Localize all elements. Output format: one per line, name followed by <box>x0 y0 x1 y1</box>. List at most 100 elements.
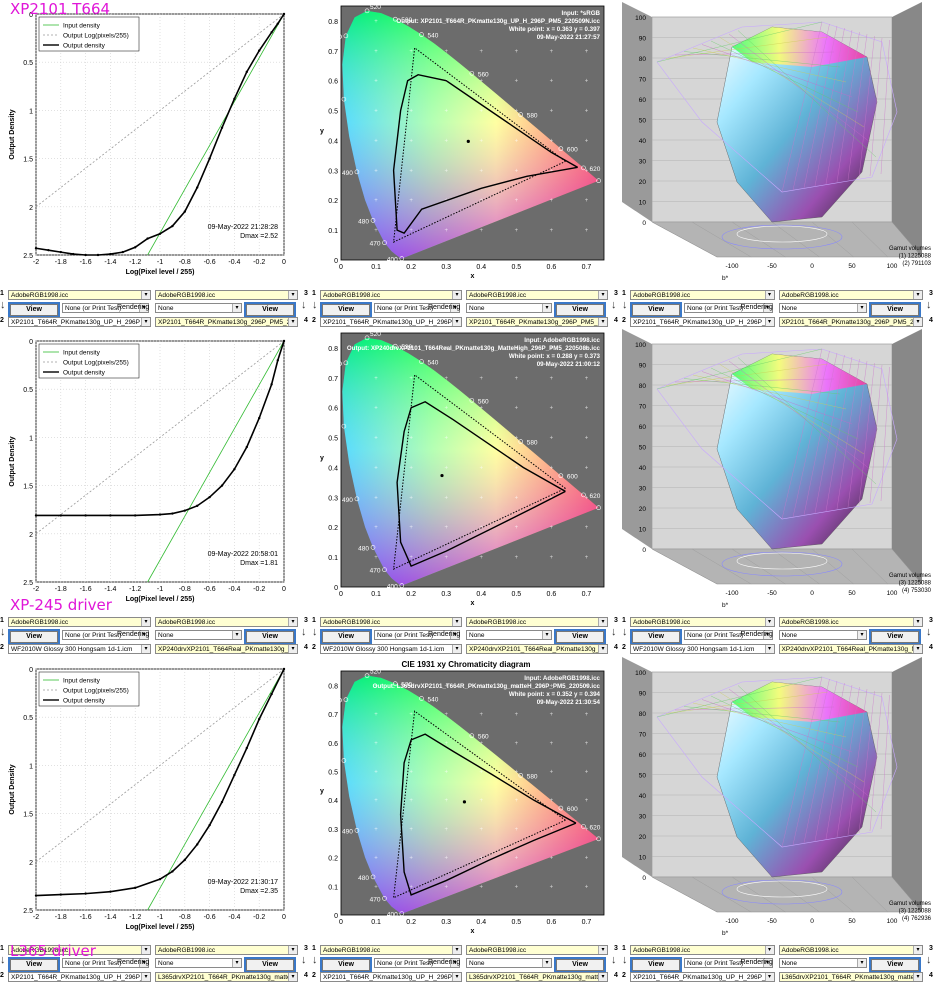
rendering-select[interactable]: None ▾ <box>778 630 867 640</box>
comparison-profile-select[interactable]: L365drvXP2101_T664R_PKmatte130g_matteH ▾ <box>778 972 923 982</box>
info-line: White point: x = 0.352 y = 0.394 <box>509 691 601 698</box>
svg-text:+: + <box>515 346 519 352</box>
view-button[interactable]: View <box>871 631 919 643</box>
reference-profile-select[interactable]: AdobeRGB1998.icc ▾ <box>466 945 608 955</box>
chevron-down-icon: ▾ <box>857 631 866 639</box>
input-profile-select[interactable]: AdobeRGB1998.icc ▾ <box>8 617 151 627</box>
b-tick-label: 50 <box>848 590 856 597</box>
print-test-select[interactable]: None (or Print Test) ▾ <box>684 630 773 640</box>
rendering-select[interactable]: None ▾ <box>466 630 552 640</box>
input-profile-select[interactable]: AdobeRGB1998.icc ▾ <box>630 290 775 300</box>
l-tick-label: 60 <box>639 752 647 759</box>
view-button[interactable]: View <box>10 631 58 643</box>
output-profile-select[interactable]: WF2010W Glossy 300 Hongsam 1d-1.icm ▾ <box>630 644 775 654</box>
y-axis-label: y <box>320 788 324 795</box>
comparison-profile-select[interactable]: XP2101_T664R_PKmatte130g_296P_PM5_220 ▾ <box>466 317 608 327</box>
comparison-profile-select[interactable]: L365drvXP2101_T664R_PKmatte130g_matteH ▾ <box>466 972 608 982</box>
rendering-select[interactable]: None ▾ <box>155 303 242 313</box>
number-label-4-text: 4 <box>929 972 933 979</box>
reference-profile-select[interactable]: AdobeRGB1998.icc ▾ <box>466 617 608 627</box>
y-axis-label: Output Density <box>9 109 16 159</box>
down-arrow-icon: ↓ <box>926 626 932 638</box>
x-tick-label: 0.5 <box>511 591 521 598</box>
view-button[interactable]: View <box>632 631 680 643</box>
output-profile-select[interactable]: XP2101_T664R_PKmatte130g_UP_H_296P_PK ▾ <box>8 317 151 327</box>
svg-text:+: + <box>444 406 448 412</box>
view-button[interactable]: View <box>246 304 294 316</box>
rendering-select[interactable]: None ▾ <box>466 958 552 968</box>
comparison-profile-select[interactable]: XP240drvXP2101_T664Real_PKmatte130g_Ma ▾ <box>155 644 298 654</box>
reference-profile-select[interactable]: AdobeRGB1998.icc ▾ <box>155 290 298 300</box>
view-button[interactable]: View <box>632 959 680 971</box>
print-test-select[interactable]: None (or Print Test) ▾ <box>62 303 149 313</box>
input-profile-select[interactable]: AdobeRGB1998.icc ▾ <box>630 945 775 955</box>
output-profile-select[interactable]: WF2010W Glossy 300 Hongsam 1d-1.icm ▾ <box>8 644 151 654</box>
view-button-left-frame: View <box>320 957 372 973</box>
view-button[interactable]: View <box>322 631 370 643</box>
input-profile-select[interactable]: AdobeRGB1998.icc ▾ <box>630 617 775 627</box>
reference-profile-select[interactable]: AdobeRGB1998.icc ▾ <box>466 290 608 300</box>
view-button[interactable]: View <box>322 959 370 971</box>
l-tick-label: 100 <box>635 670 646 677</box>
svg-text:+: + <box>515 138 519 144</box>
view-button[interactable]: View <box>556 959 604 971</box>
output-profile-select[interactable]: XP2101_T664R_PKmatte130g_UP_H_296P_PK ▾ <box>630 317 775 327</box>
view-button[interactable]: View <box>322 304 370 316</box>
view-button[interactable]: View <box>556 304 604 316</box>
view-button[interactable]: View <box>246 631 294 643</box>
print-test-select[interactable]: None (or Print Test) ▾ <box>374 630 460 640</box>
rendering-select[interactable]: None ▾ <box>155 630 242 640</box>
output-profile-select[interactable]: XP2101_T664R_PKmatte130g_UP_H_296P_PK ▾ <box>630 972 775 982</box>
reference-profile-select[interactable]: AdobeRGB1998.icc ▾ <box>778 617 923 627</box>
print-test-select[interactable]: None (or Print Test) ▾ <box>62 630 149 640</box>
chevron-down-icon: ▾ <box>232 304 241 312</box>
number-label-4-text: 4 <box>614 317 618 324</box>
view-button[interactable]: View <box>556 631 604 643</box>
input-profile-select[interactable]: AdobeRGB1998.icc ▾ <box>8 290 151 300</box>
rendering-select[interactable]: None ▾ <box>466 303 552 313</box>
input-profile-select-text: AdobeRGB1998.icc <box>11 619 69 626</box>
rendering-select[interactable]: None ▾ <box>155 958 242 968</box>
svg-text:+: + <box>409 741 413 747</box>
series-line <box>35 13 285 256</box>
comparison-profile-select[interactable]: XP240drvXP2101_T664Real_PKmatte130g_Ma ▾ <box>778 644 923 654</box>
input-profile-select[interactable]: AdobeRGB1998.icc ▾ <box>320 617 462 627</box>
reference-profile-select[interactable]: AdobeRGB1998.icc ▾ <box>155 617 298 627</box>
y-tick-label: 0 <box>334 258 338 265</box>
print-test-select[interactable]: None (or Print Test) ▾ <box>62 958 149 968</box>
chevron-down-icon: ▾ <box>288 645 297 653</box>
comparison-profile-select[interactable]: XP2101_T664R_PKmatte130g_296P_PM5_220 ▾ <box>778 317 923 327</box>
svg-text:+: + <box>550 798 554 804</box>
output-profile-select[interactable]: XP2101_T664R_PKmatte130g_UP_H_296P_PK ▾ <box>320 972 462 982</box>
view-button[interactable]: View <box>871 304 919 316</box>
number-label-2-text: 2 <box>0 317 4 324</box>
comparison-profile-select-text: L365drvXP2101_T664R_PKmatte130g_matteH <box>781 974 919 981</box>
output-profile-select[interactable]: XP2101_T664R_PKmatte130g_UP_H_296P_PK ▾ <box>8 972 151 982</box>
input-profile-select[interactable]: AdobeRGB1998.icc ▾ <box>8 945 151 955</box>
print-test-select[interactable]: None (or Print Test) ▾ <box>684 958 773 968</box>
output-profile-select[interactable]: WF2010W Glossy 300 Hongsam 1d-1.icm ▾ <box>320 644 462 654</box>
comparison-profile-select[interactable]: XP2101_T664R_PKmatte130g_296P_PM5_220 ▾ <box>155 317 298 327</box>
reference-profile-select[interactable]: AdobeRGB1998.icc ▾ <box>778 945 923 955</box>
comparison-profile-select[interactable]: L365drvXP2101_T664R_PKmatte130g_matteH ▾ <box>155 972 298 982</box>
print-test-select[interactable]: None (or Print Test) ▾ <box>374 958 460 968</box>
output-profile-select[interactable]: XP2101_T664R_PKmatte130g_UP_H_296P_PK ▾ <box>320 317 462 327</box>
print-test-select[interactable]: None (or Print Test) ▾ <box>374 303 460 313</box>
rendering-select[interactable]: None ▾ <box>778 958 867 968</box>
view-button[interactable]: View <box>10 304 58 316</box>
print-test-select[interactable]: None (or Print Test) ▾ <box>684 303 773 313</box>
input-profile-select[interactable]: AdobeRGB1998.icc ▾ <box>320 945 462 955</box>
reference-profile-select[interactable]: AdobeRGB1998.icc ▾ <box>778 290 923 300</box>
input-profile-select[interactable]: AdobeRGB1998.icc ▾ <box>320 290 462 300</box>
view-button[interactable]: View <box>10 959 58 971</box>
reference-profile-select[interactable]: AdobeRGB1998.icc ▾ <box>155 945 298 955</box>
x-tick-label: 0.2 <box>406 919 416 926</box>
reference-gamut <box>393 46 566 243</box>
view-button[interactable]: View <box>632 304 680 316</box>
rendering-select[interactable]: None ▾ <box>778 303 867 313</box>
comparison-profile-select[interactable]: XP240drvXP2101_T664Real_PKmatte130g_Ma ▾ <box>466 644 608 654</box>
density-chart: -2 -1.8 -1.6 -1.4 -1.2 -1 -0.8 -0.6 -0.4 -0.2 0 0 0.… <box>0 2 310 287</box>
x-tick-label: -0.4 <box>228 586 240 593</box>
view-button[interactable]: View <box>871 959 919 971</box>
view-button[interactable]: View <box>246 959 294 971</box>
